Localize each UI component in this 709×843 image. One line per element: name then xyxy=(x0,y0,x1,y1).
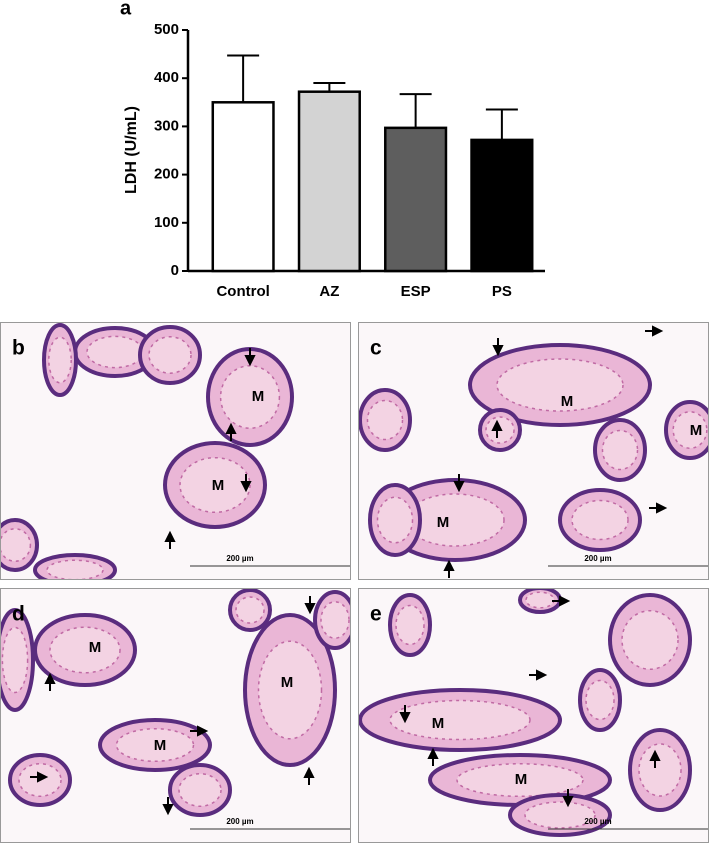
arrow xyxy=(453,474,465,493)
stroma xyxy=(496,358,624,412)
stroma xyxy=(49,626,121,674)
stroma xyxy=(638,743,682,797)
x-tick-label: Control xyxy=(216,283,269,300)
frame xyxy=(0,322,351,580)
arrow xyxy=(649,502,668,514)
y-tick-label: 0 xyxy=(171,262,179,279)
region-label: M xyxy=(432,715,445,732)
micrograph xyxy=(0,322,351,580)
region-label: M xyxy=(690,422,703,439)
stroma xyxy=(1,626,29,694)
stroma xyxy=(115,728,195,762)
stroma xyxy=(376,496,414,544)
arrow xyxy=(552,595,571,607)
stroma xyxy=(235,596,265,624)
scale-bar-label: 200 µm xyxy=(584,554,611,563)
region-label: M xyxy=(281,674,294,691)
arrow xyxy=(649,749,661,768)
arrow xyxy=(30,771,49,783)
stroma xyxy=(525,591,555,609)
arrow xyxy=(443,559,455,578)
arrow xyxy=(562,789,574,808)
stroma xyxy=(178,773,222,807)
stroma xyxy=(524,801,596,829)
stroma xyxy=(571,499,629,541)
bar xyxy=(297,90,361,273)
stroma xyxy=(257,640,323,740)
panel-label: e xyxy=(370,603,382,626)
arrow xyxy=(244,348,256,367)
panel-label: c xyxy=(370,337,382,360)
y-tick-label: 400 xyxy=(154,69,179,86)
stroma xyxy=(179,456,251,514)
x-tick-label: AZ xyxy=(319,283,339,300)
arrow xyxy=(645,325,664,337)
bar xyxy=(470,138,534,273)
arrow xyxy=(240,474,252,493)
stroma xyxy=(601,429,639,471)
scale-bar-label: 200 µm xyxy=(226,817,253,826)
arrow xyxy=(225,422,237,441)
region-label: M xyxy=(212,477,225,494)
stroma xyxy=(366,399,404,441)
region-label: M xyxy=(437,514,450,531)
arrow xyxy=(399,705,411,724)
stroma xyxy=(48,336,72,384)
bar xyxy=(384,126,448,273)
arrow xyxy=(190,725,209,737)
stroma xyxy=(46,559,104,580)
arrow xyxy=(304,596,316,615)
arrow xyxy=(529,669,548,681)
y-axis-label: LDH (U/mL) xyxy=(123,106,140,194)
arrow xyxy=(303,766,315,785)
panel-label: a xyxy=(120,0,132,19)
y-tick-label: 500 xyxy=(154,21,179,38)
bar xyxy=(211,101,275,273)
micrograph xyxy=(0,588,351,843)
stroma xyxy=(395,604,425,646)
stroma xyxy=(672,411,708,449)
y-tick-label: 300 xyxy=(154,117,179,134)
region-label: M xyxy=(89,639,102,656)
panel-label: d xyxy=(12,603,25,626)
arrow xyxy=(164,530,176,549)
x-tick-label: ESP xyxy=(401,283,431,300)
arrow xyxy=(492,338,504,357)
stroma xyxy=(0,528,32,562)
x-tick-label: PS xyxy=(492,283,512,300)
arrow xyxy=(427,747,439,766)
stroma xyxy=(86,335,144,369)
arrow xyxy=(491,419,503,438)
y-tick-label: 200 xyxy=(154,166,179,183)
arrow xyxy=(44,672,56,691)
panel-label: b xyxy=(12,337,25,360)
arrow xyxy=(162,797,174,816)
y-tick-label: 100 xyxy=(154,214,179,231)
region-label: M xyxy=(252,388,265,405)
stroma xyxy=(148,336,192,374)
scale-bar-label: 200 µm xyxy=(226,554,253,563)
stroma xyxy=(219,365,281,429)
region-label: M xyxy=(561,393,574,410)
scale-bar-label: 200 µm xyxy=(584,817,611,826)
stroma xyxy=(456,763,584,797)
stroma xyxy=(621,610,679,670)
region-label: M xyxy=(515,771,528,788)
stroma xyxy=(320,601,350,639)
stroma xyxy=(585,679,615,721)
region-label: M xyxy=(154,737,167,754)
micrograph xyxy=(358,588,709,843)
stroma xyxy=(389,699,531,741)
micrograph xyxy=(358,322,709,580)
